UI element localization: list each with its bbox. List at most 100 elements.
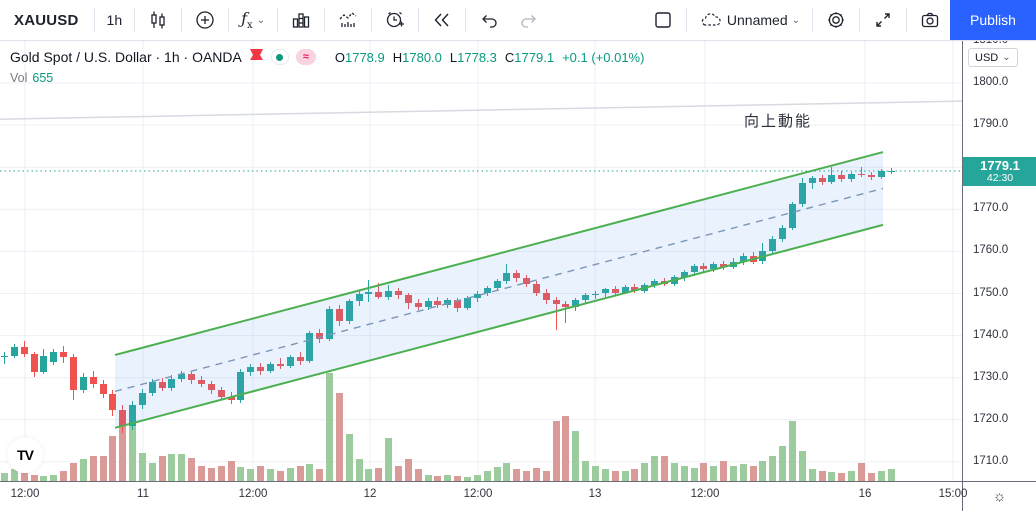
volume-bar xyxy=(729,466,737,481)
volume-bar xyxy=(316,469,324,481)
candle-body xyxy=(690,266,698,273)
volume-bar xyxy=(276,471,284,481)
chevron-down-icon: ⌄ xyxy=(256,14,266,26)
candle-body xyxy=(237,371,245,400)
volume-bar xyxy=(503,463,511,481)
time-axis[interactable]: ☼ 12:00 11 12:00 12 12:00 13 12:00 16 15:00 xyxy=(0,481,1036,511)
volume-bar xyxy=(808,469,816,481)
volume-bar xyxy=(463,477,471,481)
candle-body xyxy=(601,289,609,294)
publish-button[interactable]: Publish xyxy=(950,0,1036,40)
candle-body xyxy=(217,390,225,398)
volume-bar xyxy=(434,476,442,481)
close-value: 1779.1 xyxy=(514,49,555,65)
divider xyxy=(812,8,813,32)
volume-bar xyxy=(542,471,550,481)
cloud-icon xyxy=(699,9,723,31)
redo-button[interactable] xyxy=(509,0,549,40)
bar-countdown: 42:30 xyxy=(986,172,1014,185)
candle-body xyxy=(404,295,412,303)
chart-main: Gold Spot / U.S. Dollar · 1h · OANDA ≈ O… xyxy=(0,41,1036,481)
candle-body xyxy=(680,272,688,277)
divider xyxy=(324,8,326,32)
volume-legend[interactable]: Vol 655 xyxy=(10,71,644,85)
candle-body xyxy=(20,347,28,355)
candle-body xyxy=(257,366,265,371)
volume-bar xyxy=(611,471,619,481)
candle-wick xyxy=(555,296,557,330)
interval-button[interactable]: 1h xyxy=(106,12,123,28)
approx-price-badge[interactable]: ≈ xyxy=(295,49,316,65)
layout-button[interactable] xyxy=(643,0,683,40)
volume-bar xyxy=(779,446,787,481)
volume-bar xyxy=(769,456,777,481)
candle-body xyxy=(867,175,875,177)
candle-wick xyxy=(4,351,5,365)
toolbar-left-group: XAUUSD 1h xyxy=(0,0,549,40)
indicators-button[interactable]: ƒx ⌄ xyxy=(232,0,274,40)
candle-body xyxy=(887,170,895,173)
undo-button[interactable] xyxy=(469,0,509,40)
candle-body xyxy=(119,409,127,426)
candle-body xyxy=(483,287,491,294)
indicator-templates-button[interactable] xyxy=(281,0,321,40)
volume-bar xyxy=(217,466,225,481)
volume-bar xyxy=(395,466,402,481)
session-theme-icon[interactable]: ☼ xyxy=(962,482,1036,511)
chart-style-button[interactable] xyxy=(138,0,178,40)
alarm-clock-plus-icon xyxy=(384,9,406,31)
volume-bar xyxy=(99,456,107,481)
cloud-layout-button[interactable]: Unnamed ⌄ xyxy=(690,0,809,40)
layout-square-icon xyxy=(652,9,674,31)
candle-body xyxy=(838,174,846,179)
volume-bar xyxy=(857,463,865,481)
compare-button[interactable] xyxy=(185,0,225,40)
volume-bar xyxy=(335,393,343,481)
tradingview-logo[interactable]: TV xyxy=(7,437,43,473)
candle-body xyxy=(739,255,747,262)
volume-bar xyxy=(286,468,294,481)
volume-bar xyxy=(759,461,767,481)
volume-bar xyxy=(257,466,265,481)
undo-arrow-icon xyxy=(478,9,500,31)
volume-bar xyxy=(385,438,393,481)
candle-body xyxy=(345,301,353,322)
price-axis-label: 1790.0 xyxy=(973,118,1009,131)
volume-bar xyxy=(50,475,58,481)
candle-body xyxy=(69,357,77,391)
divider xyxy=(277,8,279,32)
chart-pane[interactable]: Gold Spot / U.S. Dollar · 1h · OANDA ≈ O… xyxy=(0,41,962,481)
candle-body xyxy=(621,286,629,293)
candle-body xyxy=(513,272,521,279)
candle-body xyxy=(562,304,570,307)
symbol-button[interactable]: XAUUSD xyxy=(14,11,79,29)
ohlc-values: O1778.9 H1780.0 L1778.3 C1779.1 +0.1 (+0… xyxy=(334,49,645,65)
fullscreen-button[interactable] xyxy=(863,0,903,40)
text-annotation[interactable]: 向上動能 xyxy=(744,113,813,130)
market-status-dot[interactable] xyxy=(270,49,289,65)
replay-button[interactable] xyxy=(422,0,462,40)
forecast-button[interactable] xyxy=(328,0,368,40)
volume-bar xyxy=(1,473,8,481)
candle-body xyxy=(30,354,38,372)
settings-button[interactable] xyxy=(816,0,856,40)
volume-bar xyxy=(79,459,87,481)
expand-icon xyxy=(872,9,894,31)
price-axis[interactable]: USD ⌄ 1779.1 42:30 1810.0 1800.0 1790.0 177… xyxy=(962,41,1036,481)
snapshot-button[interactable] xyxy=(910,0,950,40)
volume-bar xyxy=(158,456,166,481)
gear-icon xyxy=(825,9,847,31)
columns-chart-icon xyxy=(290,9,312,31)
candle-body xyxy=(572,299,580,307)
volume-bar xyxy=(207,468,215,481)
currency-selector[interactable]: USD ⌄ xyxy=(968,48,1018,67)
volume-bar xyxy=(237,467,245,481)
alert-button[interactable] xyxy=(375,0,415,40)
candle-body xyxy=(286,357,294,366)
volume-bar xyxy=(375,468,383,481)
candle-wick xyxy=(860,167,862,178)
candle-body xyxy=(877,171,885,177)
volume-bar xyxy=(365,469,373,481)
symbol-title[interactable]: Gold Spot / U.S. Dollar · 1h · OANDA xyxy=(10,49,242,65)
